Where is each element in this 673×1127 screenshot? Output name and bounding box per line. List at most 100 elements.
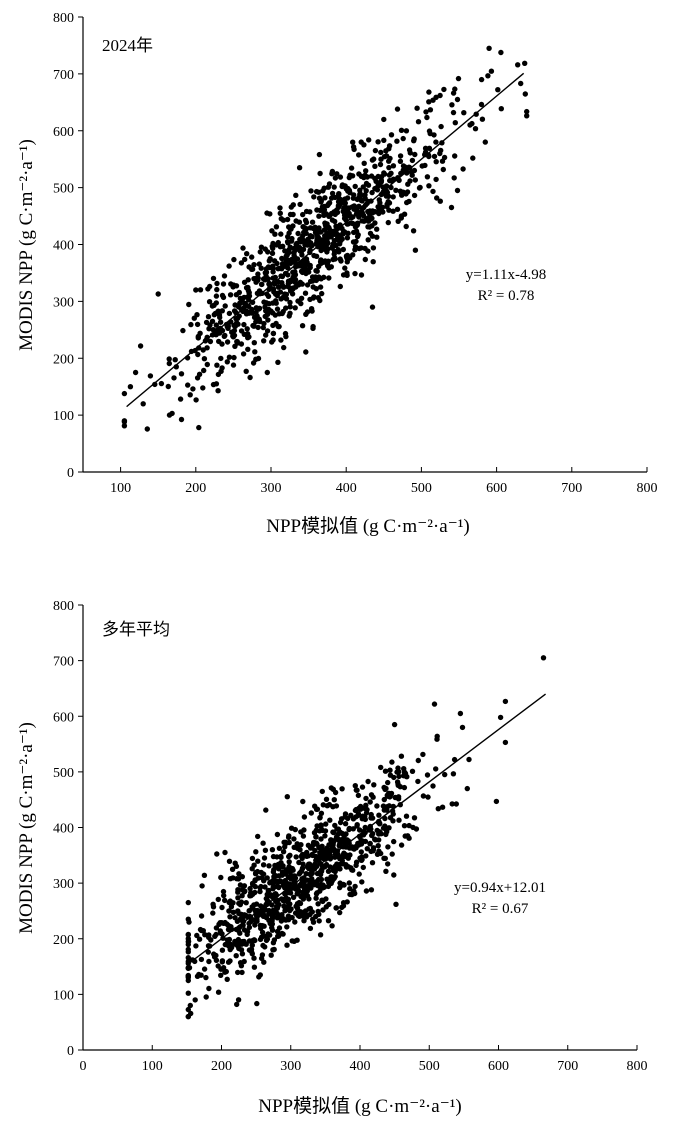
scatter-point bbox=[359, 879, 365, 885]
scatter-point bbox=[249, 891, 256, 898]
scatter-point bbox=[253, 849, 259, 855]
scatter-point bbox=[448, 204, 455, 211]
scatter-point bbox=[327, 848, 333, 854]
scatter-point bbox=[359, 784, 366, 790]
scatter-point bbox=[391, 872, 397, 878]
scatter-point bbox=[423, 109, 429, 115]
scatter-point bbox=[213, 300, 219, 306]
scatter-point bbox=[342, 814, 348, 820]
scatter-point bbox=[313, 286, 319, 292]
y-tick-label: 700 bbox=[53, 68, 74, 83]
scatter-point bbox=[363, 168, 369, 174]
scatter-point bbox=[207, 283, 213, 290]
scatter-point bbox=[219, 947, 226, 953]
scatter-point bbox=[280, 284, 287, 290]
scatter-point bbox=[362, 192, 368, 198]
scatter-point bbox=[431, 153, 438, 160]
scatter-point bbox=[350, 252, 356, 258]
scatter-point bbox=[365, 224, 371, 230]
scatter-point bbox=[393, 187, 399, 193]
scatter-point bbox=[289, 914, 295, 921]
y-tick-label: 200 bbox=[53, 933, 74, 948]
scatter-point bbox=[342, 821, 349, 827]
scatter-point bbox=[455, 75, 462, 82]
scatter-point bbox=[166, 356, 172, 362]
y-tick-label: 600 bbox=[53, 710, 74, 725]
scatter-point bbox=[239, 887, 246, 893]
scatter-point bbox=[278, 854, 284, 861]
scatter-point bbox=[280, 243, 286, 249]
scatter-point bbox=[285, 834, 292, 841]
scatter-point bbox=[426, 153, 432, 160]
scatter-point bbox=[255, 833, 261, 840]
scatter-point bbox=[296, 859, 302, 866]
scatter-point bbox=[378, 177, 385, 184]
scatter-point bbox=[252, 349, 258, 355]
scatter-point bbox=[185, 931, 191, 938]
scatter-point bbox=[238, 899, 245, 905]
scatter-point bbox=[279, 310, 285, 317]
scatter-point bbox=[374, 803, 380, 809]
scatter-point bbox=[203, 319, 210, 326]
regression-equation: y=1.11x-4.98 bbox=[466, 267, 546, 283]
scatter-point bbox=[295, 230, 301, 237]
scatter-point bbox=[439, 158, 446, 164]
scatter-point bbox=[449, 102, 455, 108]
scatter-point bbox=[140, 401, 146, 407]
scatter-point bbox=[450, 90, 457, 96]
scatter-point bbox=[257, 888, 263, 895]
scatter-point bbox=[226, 263, 232, 269]
scatter-point bbox=[349, 173, 356, 179]
scatter-point bbox=[305, 842, 312, 848]
scatter-point bbox=[309, 242, 315, 249]
scatter-point bbox=[218, 874, 224, 881]
scatter-point bbox=[333, 242, 339, 249]
scatter-point bbox=[286, 853, 292, 860]
scatter-point bbox=[313, 857, 319, 864]
scatter-point bbox=[377, 200, 383, 206]
scatter-point bbox=[262, 847, 269, 853]
scatter-point bbox=[286, 839, 292, 846]
scatter-point bbox=[220, 281, 227, 287]
scatter-point bbox=[367, 230, 374, 237]
scatter-point bbox=[397, 153, 404, 159]
scatter-point bbox=[310, 295, 317, 301]
scatter-point bbox=[388, 132, 395, 138]
scatter-point bbox=[317, 170, 323, 177]
scatter-point bbox=[403, 813, 410, 819]
scatter-point bbox=[230, 362, 237, 368]
scatter-point bbox=[269, 847, 276, 853]
scatter-point bbox=[239, 951, 246, 957]
scatter-point bbox=[237, 882, 244, 888]
scatter-point bbox=[370, 831, 376, 837]
scatter-point bbox=[185, 977, 191, 984]
scatter-point bbox=[340, 208, 346, 215]
scatter-point bbox=[355, 792, 362, 799]
scatter-point bbox=[242, 256, 248, 263]
scatter-point bbox=[349, 204, 355, 210]
scatter-point bbox=[213, 381, 220, 387]
scatter-point bbox=[332, 175, 339, 181]
scatter-point bbox=[321, 274, 327, 280]
scatter-point bbox=[284, 239, 291, 245]
scatter-point bbox=[385, 219, 391, 226]
scatter-point bbox=[224, 976, 230, 982]
scatter-point bbox=[261, 878, 267, 884]
scatter-point bbox=[208, 937, 214, 943]
scatter-point bbox=[313, 891, 320, 897]
x-tick-label: 700 bbox=[561, 481, 582, 496]
y-tick-label: 700 bbox=[53, 655, 74, 670]
x-tick-label: 300 bbox=[280, 1059, 301, 1074]
scatter-point bbox=[386, 207, 392, 213]
scatter-point bbox=[356, 152, 362, 158]
y-tick-label: 300 bbox=[53, 877, 74, 892]
scatter-point bbox=[185, 946, 191, 953]
scatter-point bbox=[290, 211, 296, 218]
scatter-point bbox=[239, 969, 245, 976]
scatter-point bbox=[302, 242, 308, 248]
scatter-point bbox=[347, 886, 353, 892]
scatter-point bbox=[350, 890, 356, 896]
scatter-point bbox=[335, 831, 341, 837]
scatter-point bbox=[300, 211, 306, 218]
